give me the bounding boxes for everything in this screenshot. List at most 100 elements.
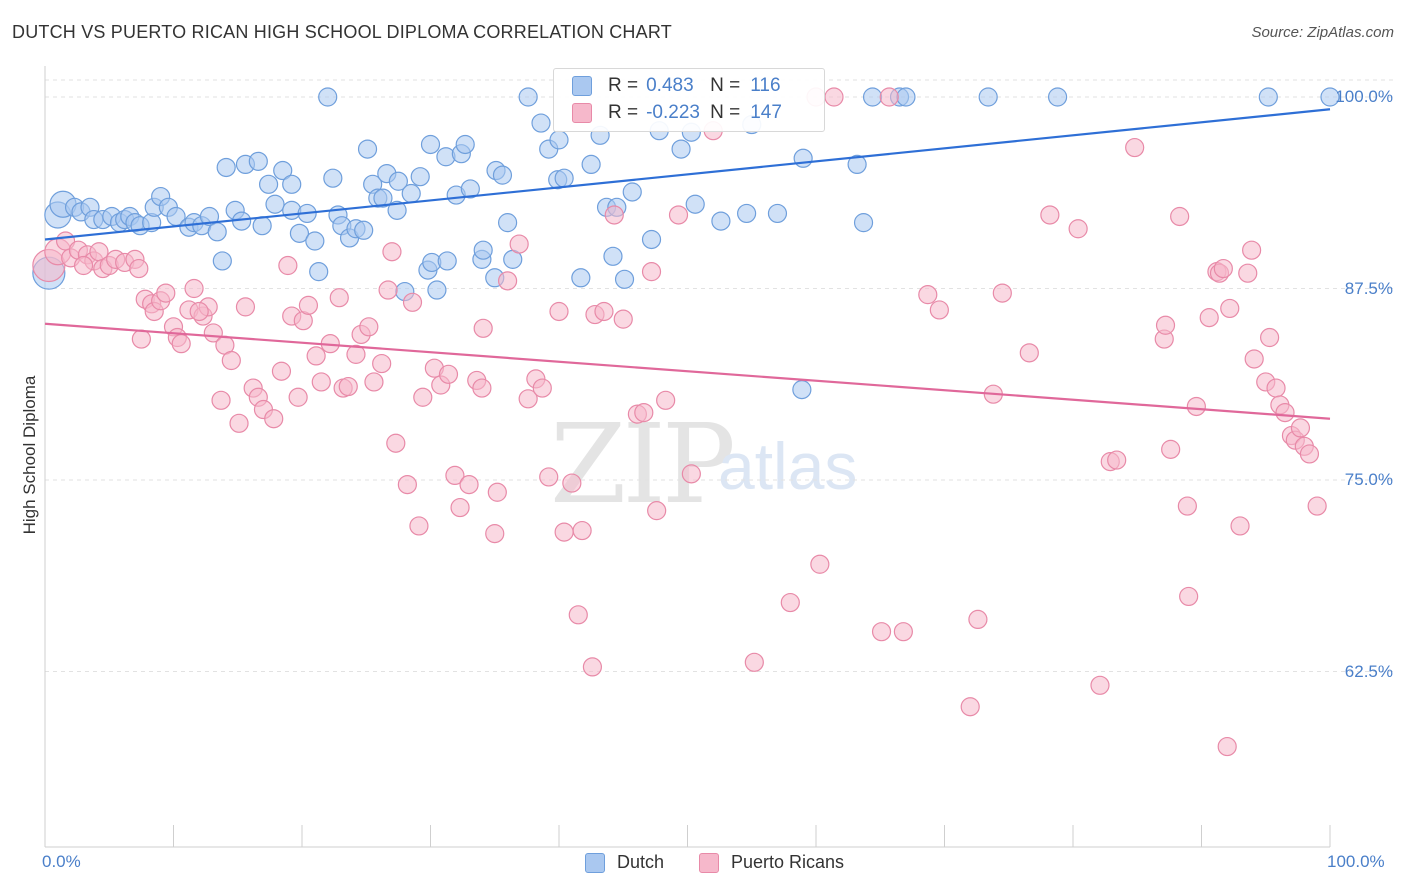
- dutch-point: [614, 269, 635, 289]
- puerto-rican-point: [1040, 205, 1060, 225]
- dutch-point: [265, 194, 285, 214]
- puerto-rican-point: [402, 292, 423, 312]
- dutch-point: [853, 213, 874, 233]
- dutch-point: [847, 154, 867, 175]
- puerto-rican-point: [189, 301, 209, 322]
- dutch-point: [410, 167, 430, 187]
- puerto-rican-point: [1217, 736, 1237, 757]
- dutch-point: [289, 223, 310, 243]
- dutch-point: [252, 216, 272, 236]
- puerto-rican-point: [1186, 396, 1206, 417]
- dutch-point: [711, 211, 731, 231]
- dutch-point: [671, 139, 691, 159]
- dutch-point: [420, 134, 441, 155]
- puerto-rican-point: [668, 205, 689, 225]
- x-tick-label-max: 100.0%: [1327, 852, 1385, 871]
- dutch-point: [436, 147, 456, 167]
- y-axis-label: High School Diploma: [20, 375, 39, 535]
- dutch-point: [212, 251, 232, 271]
- dutch-point: [401, 183, 421, 204]
- puerto-rican-point: [554, 522, 574, 542]
- pr-legend-label: Puerto Ricans: [731, 852, 845, 872]
- dutch-legend-label: Dutch: [617, 852, 665, 872]
- puerto-rican-point: [641, 262, 662, 282]
- dutch-point: [622, 182, 642, 202]
- puerto-rican-point: [288, 387, 308, 407]
- puerto-rican-point: [311, 372, 331, 392]
- puerto-rican-point: [1019, 343, 1039, 363]
- legend-item-puerto-ricans[interactable]: Puerto Ricans: [699, 852, 844, 873]
- puerto-rican-point: [472, 378, 492, 398]
- puerto-rican-point: [1260, 327, 1280, 348]
- puerto-rican-point: [1199, 308, 1219, 328]
- puerto-rican-point: [879, 87, 899, 107]
- puerto-rican-point: [131, 329, 151, 349]
- dutch-swatch: [572, 76, 592, 96]
- puerto-rican-point: [487, 482, 507, 502]
- n-label: N =: [710, 102, 741, 123]
- r-label: R =: [608, 102, 639, 123]
- puerto-rican-trend-line: [44, 322, 1331, 420]
- puerto-rican-point: [1177, 496, 1197, 516]
- puerto-rican-point: [634, 402, 654, 423]
- legend-row-puerto-ricans: R = -0.223 N = 147: [572, 100, 782, 126]
- puerto-rican-point: [1155, 315, 1176, 335]
- r-value: 0.483: [646, 75, 694, 96]
- dutch-point: [373, 188, 393, 208]
- dutch-point: [641, 229, 662, 250]
- legend-row-dutch: R = 0.483 N = 116: [572, 73, 781, 99]
- dutch-trend-line: [44, 108, 1331, 241]
- dutch-point: [305, 231, 325, 251]
- puerto-rican-point: [960, 697, 980, 717]
- y-tick-label: 87.5%: [1344, 278, 1393, 298]
- pr-legend-swatch: [699, 852, 719, 873]
- r-value: -0.223: [646, 102, 700, 123]
- dutch-point: [323, 168, 343, 188]
- puerto-rican-point: [656, 390, 676, 410]
- y-tick-label: 62.5%: [1344, 661, 1393, 681]
- puerto-rican-point: [473, 318, 493, 338]
- puerto-rican-point: [346, 344, 366, 364]
- puerto-rican-point: [562, 473, 582, 493]
- dutch-point: [387, 200, 407, 220]
- trend-lines: [44, 108, 1331, 420]
- dutch-point: [549, 130, 569, 150]
- dutch-point: [282, 200, 302, 220]
- puerto-rican-point: [306, 346, 326, 366]
- puerto-rican-point: [604, 205, 624, 225]
- puerto-rican-point: [1230, 516, 1250, 536]
- puerto-rican-point: [613, 309, 633, 329]
- dutch-point: [207, 222, 227, 242]
- x-tick-label-min: 0.0%: [42, 852, 81, 871]
- puerto-rican-point: [184, 278, 204, 299]
- puerto-rican-point: [359, 317, 379, 337]
- dutch-point: [318, 87, 338, 107]
- legend-item-dutch[interactable]: Dutch: [585, 852, 664, 873]
- puerto-rican-point: [1107, 450, 1127, 470]
- puerto-rican-point: [1170, 206, 1190, 227]
- puerto-rican-point: [235, 297, 256, 317]
- puerto-rican-point: [647, 501, 667, 521]
- puerto-rican-point: [129, 258, 149, 279]
- dutch-point: [460, 179, 480, 199]
- puerto-rican-point: [549, 301, 569, 322]
- dutch-point: [1258, 87, 1278, 107]
- puerto-rican-point: [329, 288, 349, 308]
- puerto-rican-point: [1220, 298, 1240, 319]
- dutch-point: [896, 87, 916, 107]
- puerto-rican-point: [397, 474, 417, 495]
- puerto-rican-point: [1068, 219, 1088, 239]
- dutch-point: [498, 213, 518, 233]
- dutch-point: [273, 160, 293, 181]
- source-label[interactable]: Source: ZipAtlas.com: [1251, 24, 1394, 41]
- puerto-rican-point: [278, 255, 298, 276]
- puerto-rican-point: [211, 390, 231, 410]
- puerto-rican-point: [1290, 418, 1311, 438]
- dutch-point: [581, 154, 601, 175]
- puerto-rican-point: [1299, 444, 1320, 464]
- n-value: 116: [750, 75, 781, 96]
- dutch-point: [862, 87, 883, 107]
- n-value: 147: [750, 102, 782, 123]
- puerto-rican-point: [1213, 258, 1233, 279]
